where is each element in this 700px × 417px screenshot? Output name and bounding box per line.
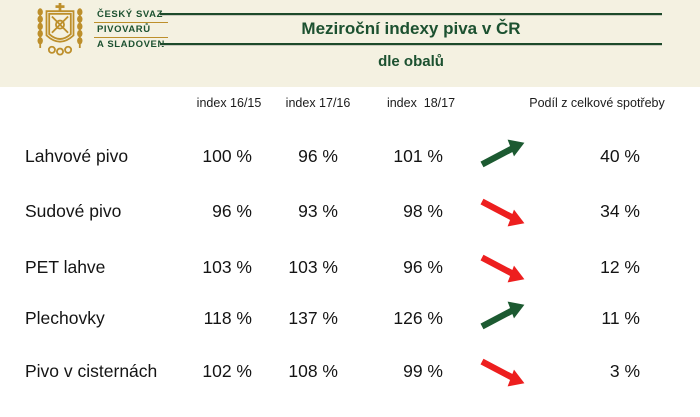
trend-down-arrow-icon xyxy=(480,254,524,283)
row-label: PET lahve xyxy=(25,256,106,277)
trend-cell xyxy=(443,194,560,228)
share-value: 34 % xyxy=(600,200,640,221)
share-value: 11 % xyxy=(601,307,640,328)
slide-subtitle: dle obalů xyxy=(378,53,444,70)
org-name-line3: A SLADOVEN xyxy=(97,39,165,50)
index-18-17-value: 98 % xyxy=(403,200,443,221)
table-row: PET lahve 103 % 103 % 96 % 12 % xyxy=(0,250,700,284)
index-16-15-value: 102 % xyxy=(202,360,252,381)
index-17-16-value: 108 % xyxy=(288,360,338,381)
index-18-17-value: 99 % xyxy=(403,360,443,381)
share-value: 3 % xyxy=(609,360,640,381)
index-16-15-value: 103 % xyxy=(202,256,252,277)
index-17-16-value: 137 % xyxy=(288,307,338,328)
index-16-15-value: 100 % xyxy=(202,145,252,166)
table-row: Lahvové pivo 100 % 96 % 101 % 40 % xyxy=(0,139,700,170)
row-label: Pivo v cisternách xyxy=(25,360,158,381)
table-row: Plechovky 118 % 137 % 126 % 11 % xyxy=(0,301,700,332)
column-header-index-17-16: index 17/16 xyxy=(285,96,351,110)
trend-cell xyxy=(443,139,560,170)
brewers-association-logo: ČESKÝ SVAZ PIVOVARŮ A SLADOVEN xyxy=(33,3,168,57)
table-row: Pivo v cisternách 102 % 108 % 99 % 3 % xyxy=(0,354,700,388)
org-name: ČESKÝ SVAZ PIVOVARŮ A SLADOVEN xyxy=(94,8,168,52)
column-header-share: Podíl z celkové spotřeby xyxy=(529,96,665,110)
index-18-17-value: 96 % xyxy=(403,256,443,277)
trend-up-arrow-icon xyxy=(480,139,524,168)
table-row: Sudové pivo 96 % 93 % 98 % 34 % xyxy=(0,194,700,228)
trend-cell xyxy=(443,250,560,284)
brewery-crest-icon xyxy=(37,3,83,56)
title-rule-bottom xyxy=(160,43,662,45)
index-17-16-value: 93 % xyxy=(298,200,338,221)
org-name-line2: PIVOVARŮ xyxy=(94,23,168,38)
index-18-17-value: 101 % xyxy=(393,145,443,166)
trend-up-arrow-icon xyxy=(480,301,524,330)
row-label: Plechovky xyxy=(25,307,105,328)
share-value: 40 % xyxy=(600,145,640,166)
slide-title: Meziroční indexy piva v ČR xyxy=(301,19,521,38)
share-value: 12 % xyxy=(600,256,640,277)
trend-cell xyxy=(443,354,560,388)
column-header-index-16-15: index 16/15 xyxy=(196,96,262,110)
index-18-17-value: 126 % xyxy=(393,307,443,328)
index-17-16-value: 96 % xyxy=(298,145,338,166)
index-16-15-value: 118 % xyxy=(203,307,252,328)
trend-down-arrow-icon xyxy=(480,358,524,387)
org-name-line1: ČESKÝ SVAZ xyxy=(94,8,168,23)
row-label: Lahvové pivo xyxy=(25,145,129,166)
index-17-16-value: 103 % xyxy=(288,256,338,277)
row-label: Sudové pivo xyxy=(25,200,122,221)
title-rule-top xyxy=(160,13,662,15)
trend-down-arrow-icon xyxy=(480,198,524,227)
trend-cell xyxy=(443,301,560,332)
index-16-15-value: 96 % xyxy=(212,200,252,221)
column-header-index-18-17: index 18/17 xyxy=(386,96,456,110)
